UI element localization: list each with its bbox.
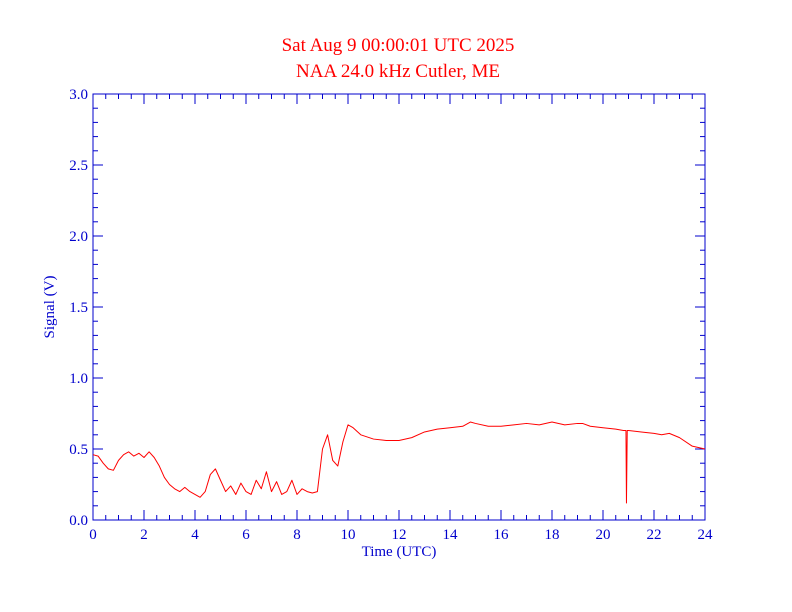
y-tick-labels: 0.0 0.5 1.0 1.5 2.0 2.5 3.0 (69, 87, 88, 529)
x-tick-label: 8 (293, 527, 301, 543)
x-tick-label: 18 (545, 527, 560, 543)
y-tick-label: 1.5 (69, 300, 88, 316)
signal-series-line (92, 421, 706, 504)
x-tick-label: 0 (89, 527, 97, 543)
y-axis-label: Signal (V) (42, 276, 58, 339)
y-tick-label: 2.5 (69, 158, 88, 174)
y-tick-label: 0.5 (69, 442, 88, 458)
x-tick-label: 6 (242, 527, 250, 543)
chart-title: Sat Aug 9 00:00:01 UTC 2025 (282, 35, 515, 56)
y-tick-label: 2.0 (69, 229, 88, 245)
y-tick-label: 1.0 (69, 371, 88, 387)
x-tick-label: 16 (494, 527, 510, 543)
x-tick-label: 2 (140, 527, 148, 543)
x-tick-label: 10 (341, 527, 356, 543)
x-tick-label: 12 (392, 527, 407, 543)
x-tick-label: 24 (698, 527, 714, 543)
axis-ticks (92, 93, 706, 521)
chart-subtitle: NAA 24.0 kHz Cutler, ME (296, 61, 500, 82)
x-tick-label: 4 (191, 527, 199, 543)
y-tick-label: 0.0 (69, 513, 88, 529)
x-tick-label: 14 (443, 527, 459, 543)
x-tick-label: 20 (596, 527, 611, 543)
y-tick-label: 3.0 (69, 87, 88, 103)
plot-frame (92, 93, 706, 521)
x-tick-labels: 0 2 4 6 8 10 12 14 16 18 20 22 24 (89, 527, 713, 543)
plot-area (92, 421, 706, 504)
x-tick-label: 22 (647, 527, 662, 543)
x-axis-label: Time (UTC) (362, 544, 437, 560)
